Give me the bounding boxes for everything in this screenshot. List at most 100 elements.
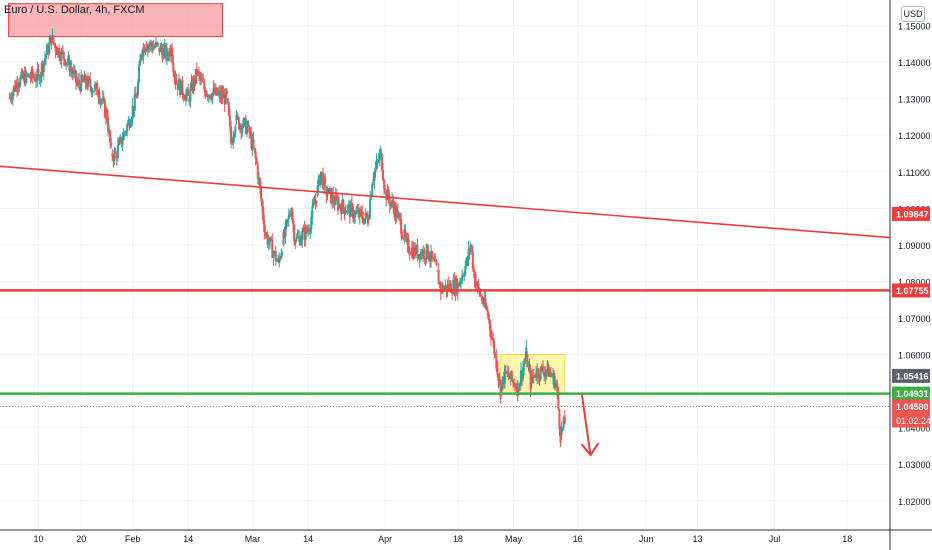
candle-body — [544, 372, 547, 377]
candle-body — [460, 280, 463, 282]
candle-body — [261, 199, 264, 207]
candle-body — [319, 171, 322, 185]
candle-body — [421, 251, 424, 257]
candle-body — [89, 79, 92, 87]
candle-body — [108, 130, 111, 132]
candle-body — [267, 242, 270, 245]
candle-body — [381, 170, 384, 181]
candle-body — [330, 188, 333, 204]
candle-body — [484, 297, 487, 307]
candle-body — [235, 114, 238, 121]
candle-body — [25, 75, 28, 77]
candle-body — [546, 361, 549, 370]
candle-body — [201, 78, 204, 82]
candle-body — [380, 153, 383, 171]
candle-body — [410, 247, 413, 255]
candle-body — [454, 278, 457, 294]
candle-body — [224, 90, 227, 105]
candle-body — [36, 69, 39, 81]
candle-body — [375, 160, 378, 169]
candle-body — [463, 274, 466, 276]
candle-body — [311, 205, 314, 218]
candle-body — [181, 80, 184, 95]
candle-body — [159, 45, 162, 52]
candle-body — [77, 79, 80, 85]
candle-body — [363, 218, 366, 224]
candle-body — [80, 75, 83, 91]
candle-body — [200, 78, 203, 80]
candle-body — [166, 54, 169, 56]
y-tick-label: 1.15000 — [898, 22, 931, 32]
candle-body — [507, 372, 510, 377]
candle-body — [190, 81, 193, 89]
price-label-1-09847: 1.09847 — [896, 209, 929, 219]
candle-body — [314, 200, 317, 205]
candle-body — [156, 42, 159, 44]
candle-body — [418, 254, 421, 260]
candle-body — [154, 42, 157, 47]
x-tick-label: 10 — [34, 534, 44, 544]
candle-body — [472, 268, 475, 272]
candle-body — [202, 81, 205, 83]
candle-body — [151, 46, 154, 50]
candle-body — [429, 260, 432, 262]
x-tick-label: 20 — [76, 534, 86, 544]
projection-arrow-head — [580, 442, 600, 457]
candle-body — [35, 80, 38, 82]
candle-body — [533, 375, 536, 377]
candle-body — [516, 382, 519, 395]
candle-body — [28, 74, 31, 78]
candle-body — [160, 45, 163, 51]
candle-body — [340, 207, 343, 215]
candle-body — [347, 204, 350, 207]
candle-body — [315, 200, 318, 203]
candle-body — [115, 155, 118, 159]
candle-body — [219, 90, 222, 99]
candle-body — [183, 98, 186, 101]
candle-body — [176, 83, 179, 90]
y-tick-label: 1.09000 — [898, 241, 931, 251]
candle-body — [236, 114, 239, 118]
candle-body — [521, 370, 524, 379]
candle-body — [445, 285, 448, 292]
price-label-1-07755: 1.07755 — [896, 286, 929, 296]
candle-body — [435, 260, 438, 265]
currency-button[interactable]: USD — [901, 6, 925, 22]
candle-body — [462, 275, 465, 277]
candle-body — [464, 265, 467, 275]
candle-body — [265, 233, 268, 235]
candle-body — [22, 73, 25, 79]
candle-body — [65, 62, 68, 66]
candle-body — [396, 211, 399, 218]
candle-body — [19, 77, 22, 86]
candle-body — [327, 188, 330, 194]
candle-body — [514, 387, 517, 389]
x-tick-label: 18 — [453, 534, 463, 544]
candle-body — [434, 260, 437, 262]
candle-body — [438, 282, 441, 285]
candle-body — [543, 372, 546, 377]
candle-body — [557, 391, 560, 410]
candle-body — [414, 246, 417, 257]
candle-body — [467, 248, 470, 260]
candle-body — [560, 428, 563, 435]
candle-body — [199, 74, 202, 79]
candle-body — [46, 44, 49, 55]
candle-body — [489, 329, 492, 339]
candle-body — [61, 50, 64, 52]
candle-body — [81, 75, 84, 81]
candle-body — [480, 296, 483, 302]
candle-body — [342, 199, 345, 208]
candle-body — [289, 214, 292, 216]
candle-body — [278, 257, 281, 264]
candle-body — [389, 202, 392, 206]
candle-body — [146, 45, 149, 51]
x-tick-label: 14 — [183, 534, 193, 544]
candle-body — [539, 366, 542, 379]
x-tick-label: 14 — [303, 534, 313, 544]
candle-body — [335, 195, 338, 200]
candle-body — [177, 79, 180, 90]
candle-body — [226, 98, 229, 103]
